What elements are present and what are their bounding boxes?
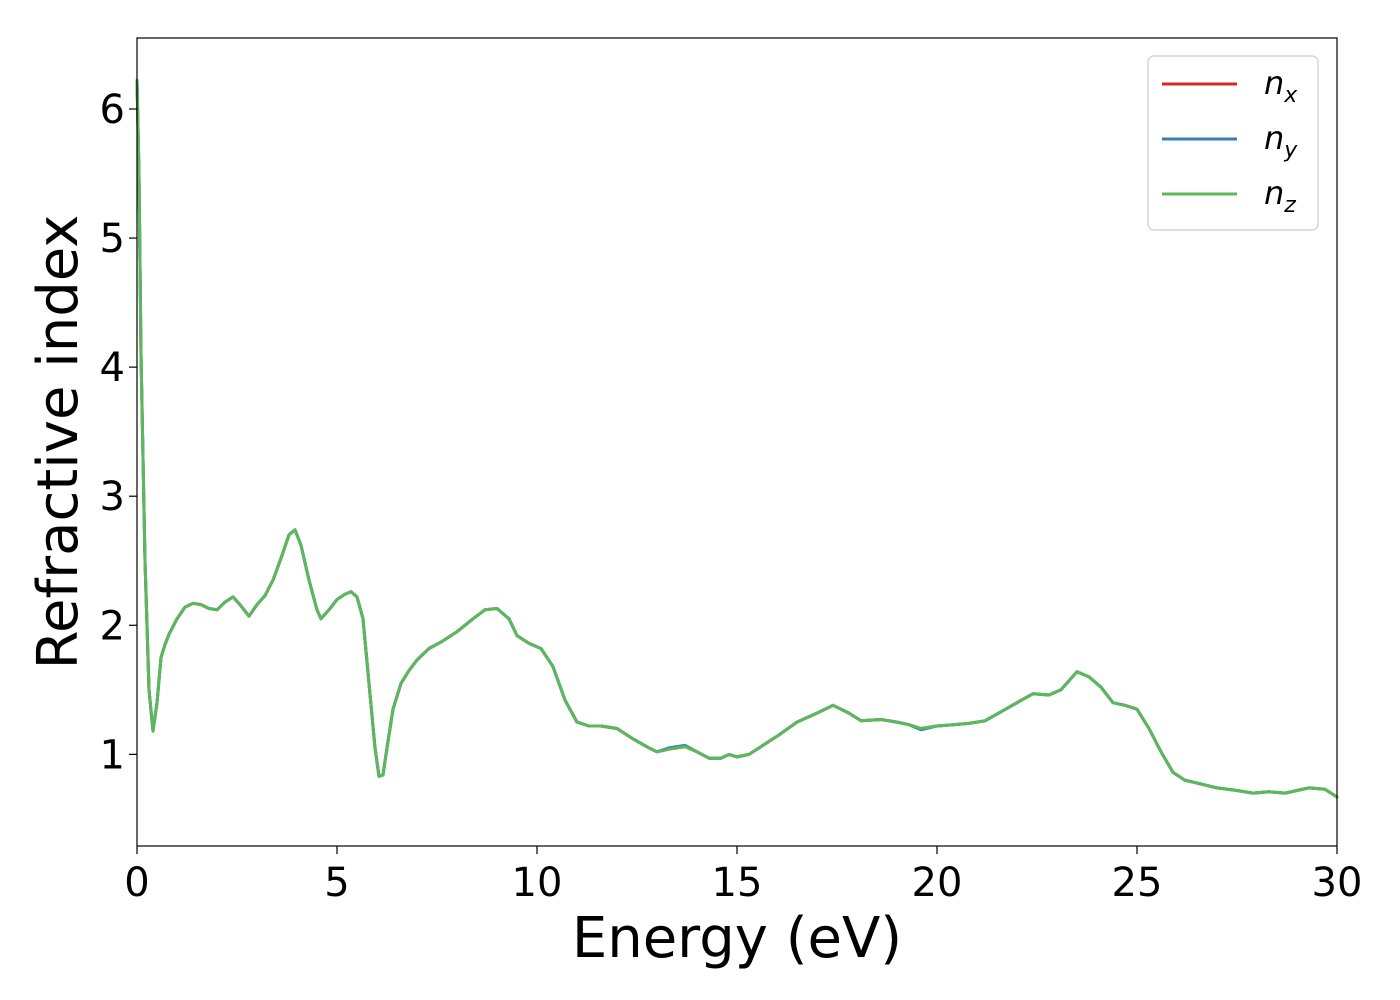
- y-tick-label: 4: [100, 345, 125, 391]
- x-axis-title: Energy (eV): [572, 906, 902, 971]
- x-axis-ticks: 0 5 10 15 20 25 30: [124, 846, 1362, 906]
- y-tick-label: 5: [100, 216, 125, 262]
- legend-label-y: ny: [1264, 119, 1298, 163]
- y-axis-ticks: 1 2 3 4 5 6: [100, 87, 137, 778]
- series-group: [135, 79, 1339, 799]
- y-tick-label: 2: [100, 603, 125, 649]
- x-tick-label: 10: [512, 860, 563, 906]
- y-tick-label: 3: [100, 474, 125, 520]
- legend: nx ny nz: [1147, 55, 1319, 231]
- legend-label-z: nz: [1264, 174, 1296, 218]
- legend-label-x: nx: [1264, 64, 1298, 108]
- x-tick-label: 30: [1312, 860, 1363, 906]
- legend-box: [1147, 55, 1319, 231]
- y-tick-label: 6: [100, 87, 125, 133]
- x-tick-label: 0: [124, 860, 149, 906]
- y-axis-title: Refractive index: [26, 215, 91, 670]
- y-tick-label: 1: [100, 732, 125, 778]
- x-tick-label: 5: [324, 860, 349, 906]
- x-tick-label: 15: [712, 860, 763, 906]
- x-tick-label: 20: [912, 860, 963, 906]
- series-line-n-z: [135, 79, 1339, 799]
- x-tick-label: 25: [1112, 860, 1163, 906]
